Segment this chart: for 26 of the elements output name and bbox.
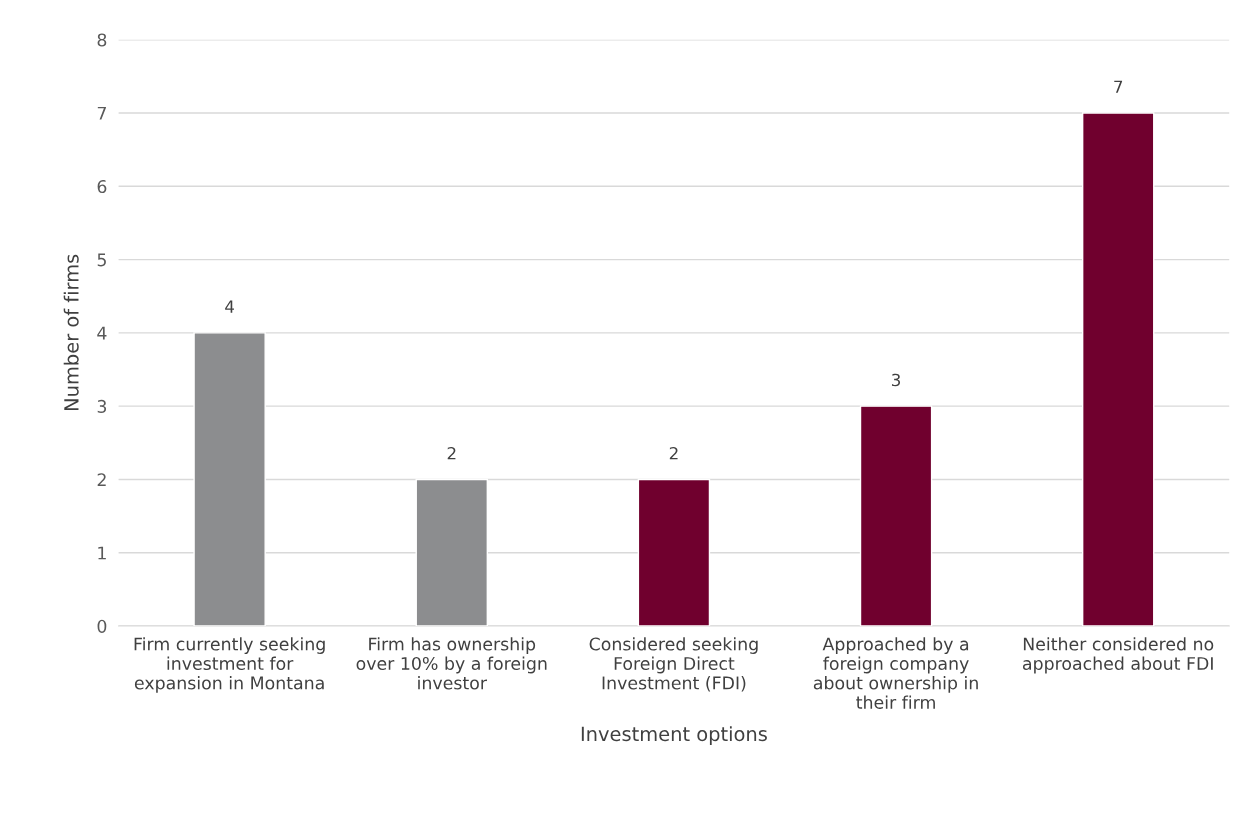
bar [637,478,711,627]
data-label: 2 [447,446,456,460]
y-tick-label: 3 [97,399,107,413]
data-label: 3 [892,373,901,387]
y-tick-label: 7 [97,106,106,120]
x-tick-label: Firm has ownership over 10% by a foreign investor [356,637,547,690]
x-axis-title: Investment options [581,726,767,745]
y-tick-label: 4 [97,326,107,340]
data-label: 4 [225,300,234,313]
y-tick-label: 2 [97,473,106,487]
y-tick-label: 8 [97,33,107,47]
x-tick-label: Considered seeking Foreign Direct Investment (FDI) [589,637,758,692]
data-label: 2 [669,446,678,460]
y-tick-label: 6 [97,179,107,194]
y-axis-title: Number of firms [63,254,79,411]
bar [193,332,266,627]
y-tick-label: 5 [97,253,106,267]
bar [1081,112,1155,627]
y-tick-label: 0 [97,619,107,633]
data-label: 7 [1114,80,1123,93]
x-tick-label: Neither considered no approached about FDI [1022,637,1214,674]
x-tick-label: Approached by a foreign company about ownership in their firm [813,637,978,709]
bar [859,405,933,627]
x-tick-label: Firm currently seeking investment for expansion in Montana [134,637,325,693]
y-tick-label: 1 [98,546,106,560]
bar [415,478,489,627]
